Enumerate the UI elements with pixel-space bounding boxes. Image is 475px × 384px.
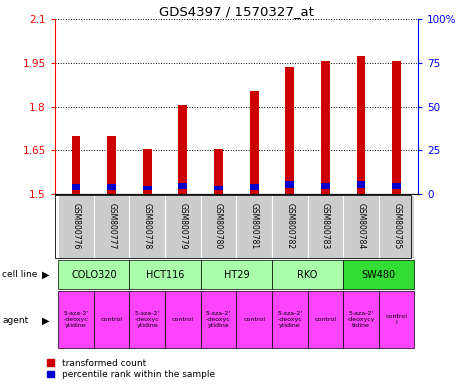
FancyBboxPatch shape	[272, 260, 343, 289]
Bar	[285, 67, 294, 194]
Text: GSM800781: GSM800781	[250, 204, 258, 250]
Text: ▶: ▶	[42, 316, 50, 326]
FancyBboxPatch shape	[165, 195, 201, 258]
Text: GSM800783: GSM800783	[321, 204, 330, 250]
FancyBboxPatch shape	[201, 195, 237, 258]
Text: GSM800776: GSM800776	[72, 204, 80, 250]
Legend: transformed count, percentile rank within the sample: transformed count, percentile rank withi…	[48, 359, 215, 379]
FancyBboxPatch shape	[94, 195, 129, 258]
FancyBboxPatch shape	[272, 291, 308, 348]
Bar	[179, 183, 187, 189]
Bar	[143, 149, 152, 194]
Bar	[357, 56, 365, 194]
Bar	[107, 184, 116, 190]
Text: GSM800785: GSM800785	[392, 204, 401, 250]
FancyBboxPatch shape	[94, 291, 129, 348]
Bar	[107, 136, 116, 194]
Text: ▶: ▶	[42, 270, 50, 280]
Text: GSM800784: GSM800784	[357, 204, 365, 250]
FancyBboxPatch shape	[237, 291, 272, 348]
Text: 5-aza-2'
-deoxyc
ytidine: 5-aza-2' -deoxyc ytidine	[134, 311, 160, 328]
Bar	[72, 184, 80, 190]
Text: 5-aza-2'
-deoxycy
tidine: 5-aza-2' -deoxycy tidine	[347, 311, 375, 328]
Text: SW480: SW480	[362, 270, 396, 280]
Text: 5-aza-2'
-deoxyc
ytidine: 5-aza-2' -deoxyc ytidine	[63, 311, 89, 328]
Text: RKO: RKO	[297, 270, 318, 280]
Title: GDS4397 / 1570327_at: GDS4397 / 1570327_at	[159, 5, 314, 18]
FancyBboxPatch shape	[201, 291, 237, 348]
Bar	[143, 186, 152, 190]
Bar	[321, 61, 330, 194]
Text: COLO320: COLO320	[71, 270, 117, 280]
Bar	[214, 186, 223, 190]
FancyBboxPatch shape	[308, 291, 343, 348]
Text: agent: agent	[2, 316, 28, 325]
FancyBboxPatch shape	[272, 195, 308, 258]
FancyBboxPatch shape	[129, 291, 165, 348]
Text: HCT116: HCT116	[146, 270, 184, 280]
Text: 5-aza-2'
-deoxyc
ytidine: 5-aza-2' -deoxyc ytidine	[206, 311, 231, 328]
Text: HT29: HT29	[224, 270, 249, 280]
Text: cell line: cell line	[2, 270, 38, 279]
FancyBboxPatch shape	[129, 195, 165, 258]
Text: GSM800779: GSM800779	[179, 204, 187, 250]
Bar	[357, 181, 365, 187]
Text: control: control	[243, 317, 265, 322]
Bar	[72, 136, 80, 194]
Text: GSM800777: GSM800777	[107, 204, 116, 250]
Bar	[214, 149, 223, 194]
Bar	[250, 91, 258, 194]
FancyBboxPatch shape	[343, 260, 414, 289]
Text: control: control	[101, 317, 123, 322]
FancyBboxPatch shape	[308, 195, 343, 258]
Bar	[179, 105, 187, 194]
Text: 5-aza-2'
-deoxyc
ytidine: 5-aza-2' -deoxyc ytidine	[277, 311, 303, 328]
Text: GSM800782: GSM800782	[285, 204, 294, 250]
Bar	[285, 181, 294, 187]
Text: control: control	[314, 317, 336, 322]
FancyBboxPatch shape	[201, 260, 272, 289]
Bar	[250, 184, 258, 190]
FancyBboxPatch shape	[379, 195, 414, 258]
Bar	[321, 183, 330, 189]
FancyBboxPatch shape	[379, 291, 414, 348]
FancyBboxPatch shape	[165, 291, 201, 348]
FancyBboxPatch shape	[58, 260, 129, 289]
FancyBboxPatch shape	[343, 291, 379, 348]
Text: GSM800778: GSM800778	[143, 204, 152, 250]
FancyBboxPatch shape	[58, 195, 94, 258]
Bar	[392, 61, 401, 194]
FancyBboxPatch shape	[237, 195, 272, 258]
FancyBboxPatch shape	[129, 260, 201, 289]
FancyBboxPatch shape	[58, 291, 94, 348]
FancyBboxPatch shape	[343, 195, 379, 258]
Bar	[392, 183, 401, 189]
Text: control: control	[172, 317, 194, 322]
Text: control
l: control l	[386, 314, 408, 325]
Text: GSM800780: GSM800780	[214, 204, 223, 250]
